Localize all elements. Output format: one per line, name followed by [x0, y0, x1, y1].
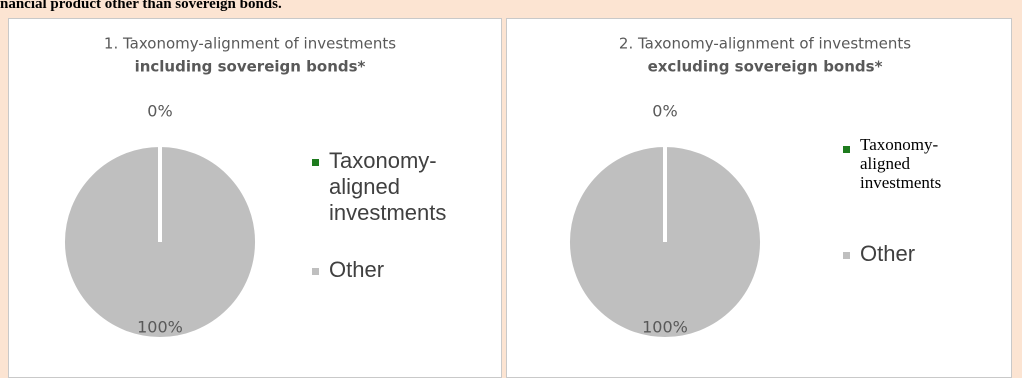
legend-label: Taxonomy-aligned investments: [860, 135, 942, 192]
legend-swatch: [312, 268, 319, 275]
legend-swatch: [312, 159, 319, 166]
header-text: nancial product other than sovereign bon…: [0, 0, 282, 12]
chart-title: 1. Taxonomy-alignment of investments: [104, 35, 396, 53]
value-label: 0%: [147, 102, 172, 121]
chart-subtitle: excluding sovereign bonds*: [648, 58, 883, 76]
legend-label: Taxonomy-aligned investments: [329, 148, 447, 225]
value-label: 0%: [652, 102, 677, 121]
value-label: 100%: [642, 318, 688, 337]
value-label: 100%: [137, 318, 183, 337]
legend-label: Other: [860, 241, 916, 266]
legend-swatch: [843, 146, 850, 153]
legend-label: Other: [329, 257, 385, 282]
chart-title: 2. Taxonomy-alignment of investments: [619, 35, 911, 53]
legend-swatch: [843, 252, 850, 259]
chart-subtitle: including sovereign bonds*: [135, 58, 366, 76]
